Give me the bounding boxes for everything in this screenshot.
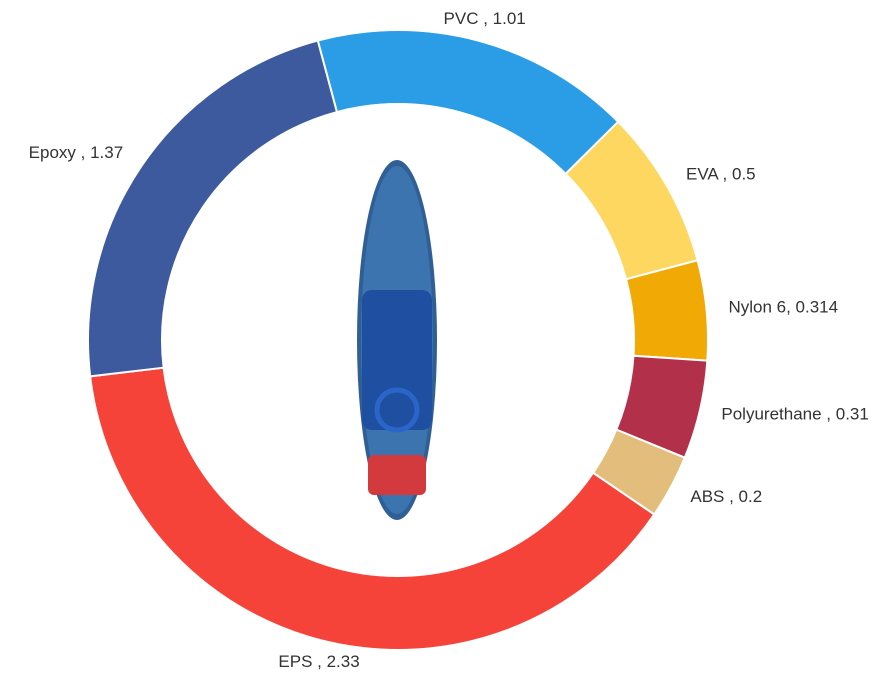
data-label: EPS , 2.33 bbox=[278, 652, 359, 671]
data-label: PVC , 1.01 bbox=[444, 9, 526, 28]
data-label: Epoxy , 1.37 bbox=[29, 143, 124, 162]
data-label: Nylon 6, 0.314 bbox=[728, 297, 838, 316]
donut-segment bbox=[89, 366, 656, 651]
data-label: EVA , 0.5 bbox=[686, 164, 756, 183]
donut-segment bbox=[316, 29, 620, 176]
data-label: Polyurethane , 0.31 bbox=[721, 405, 868, 424]
data-label: ABS , 0.2 bbox=[690, 487, 762, 506]
board-illustration bbox=[357, 160, 437, 520]
donut-segment bbox=[87, 39, 339, 378]
donut-segment bbox=[624, 259, 709, 362]
